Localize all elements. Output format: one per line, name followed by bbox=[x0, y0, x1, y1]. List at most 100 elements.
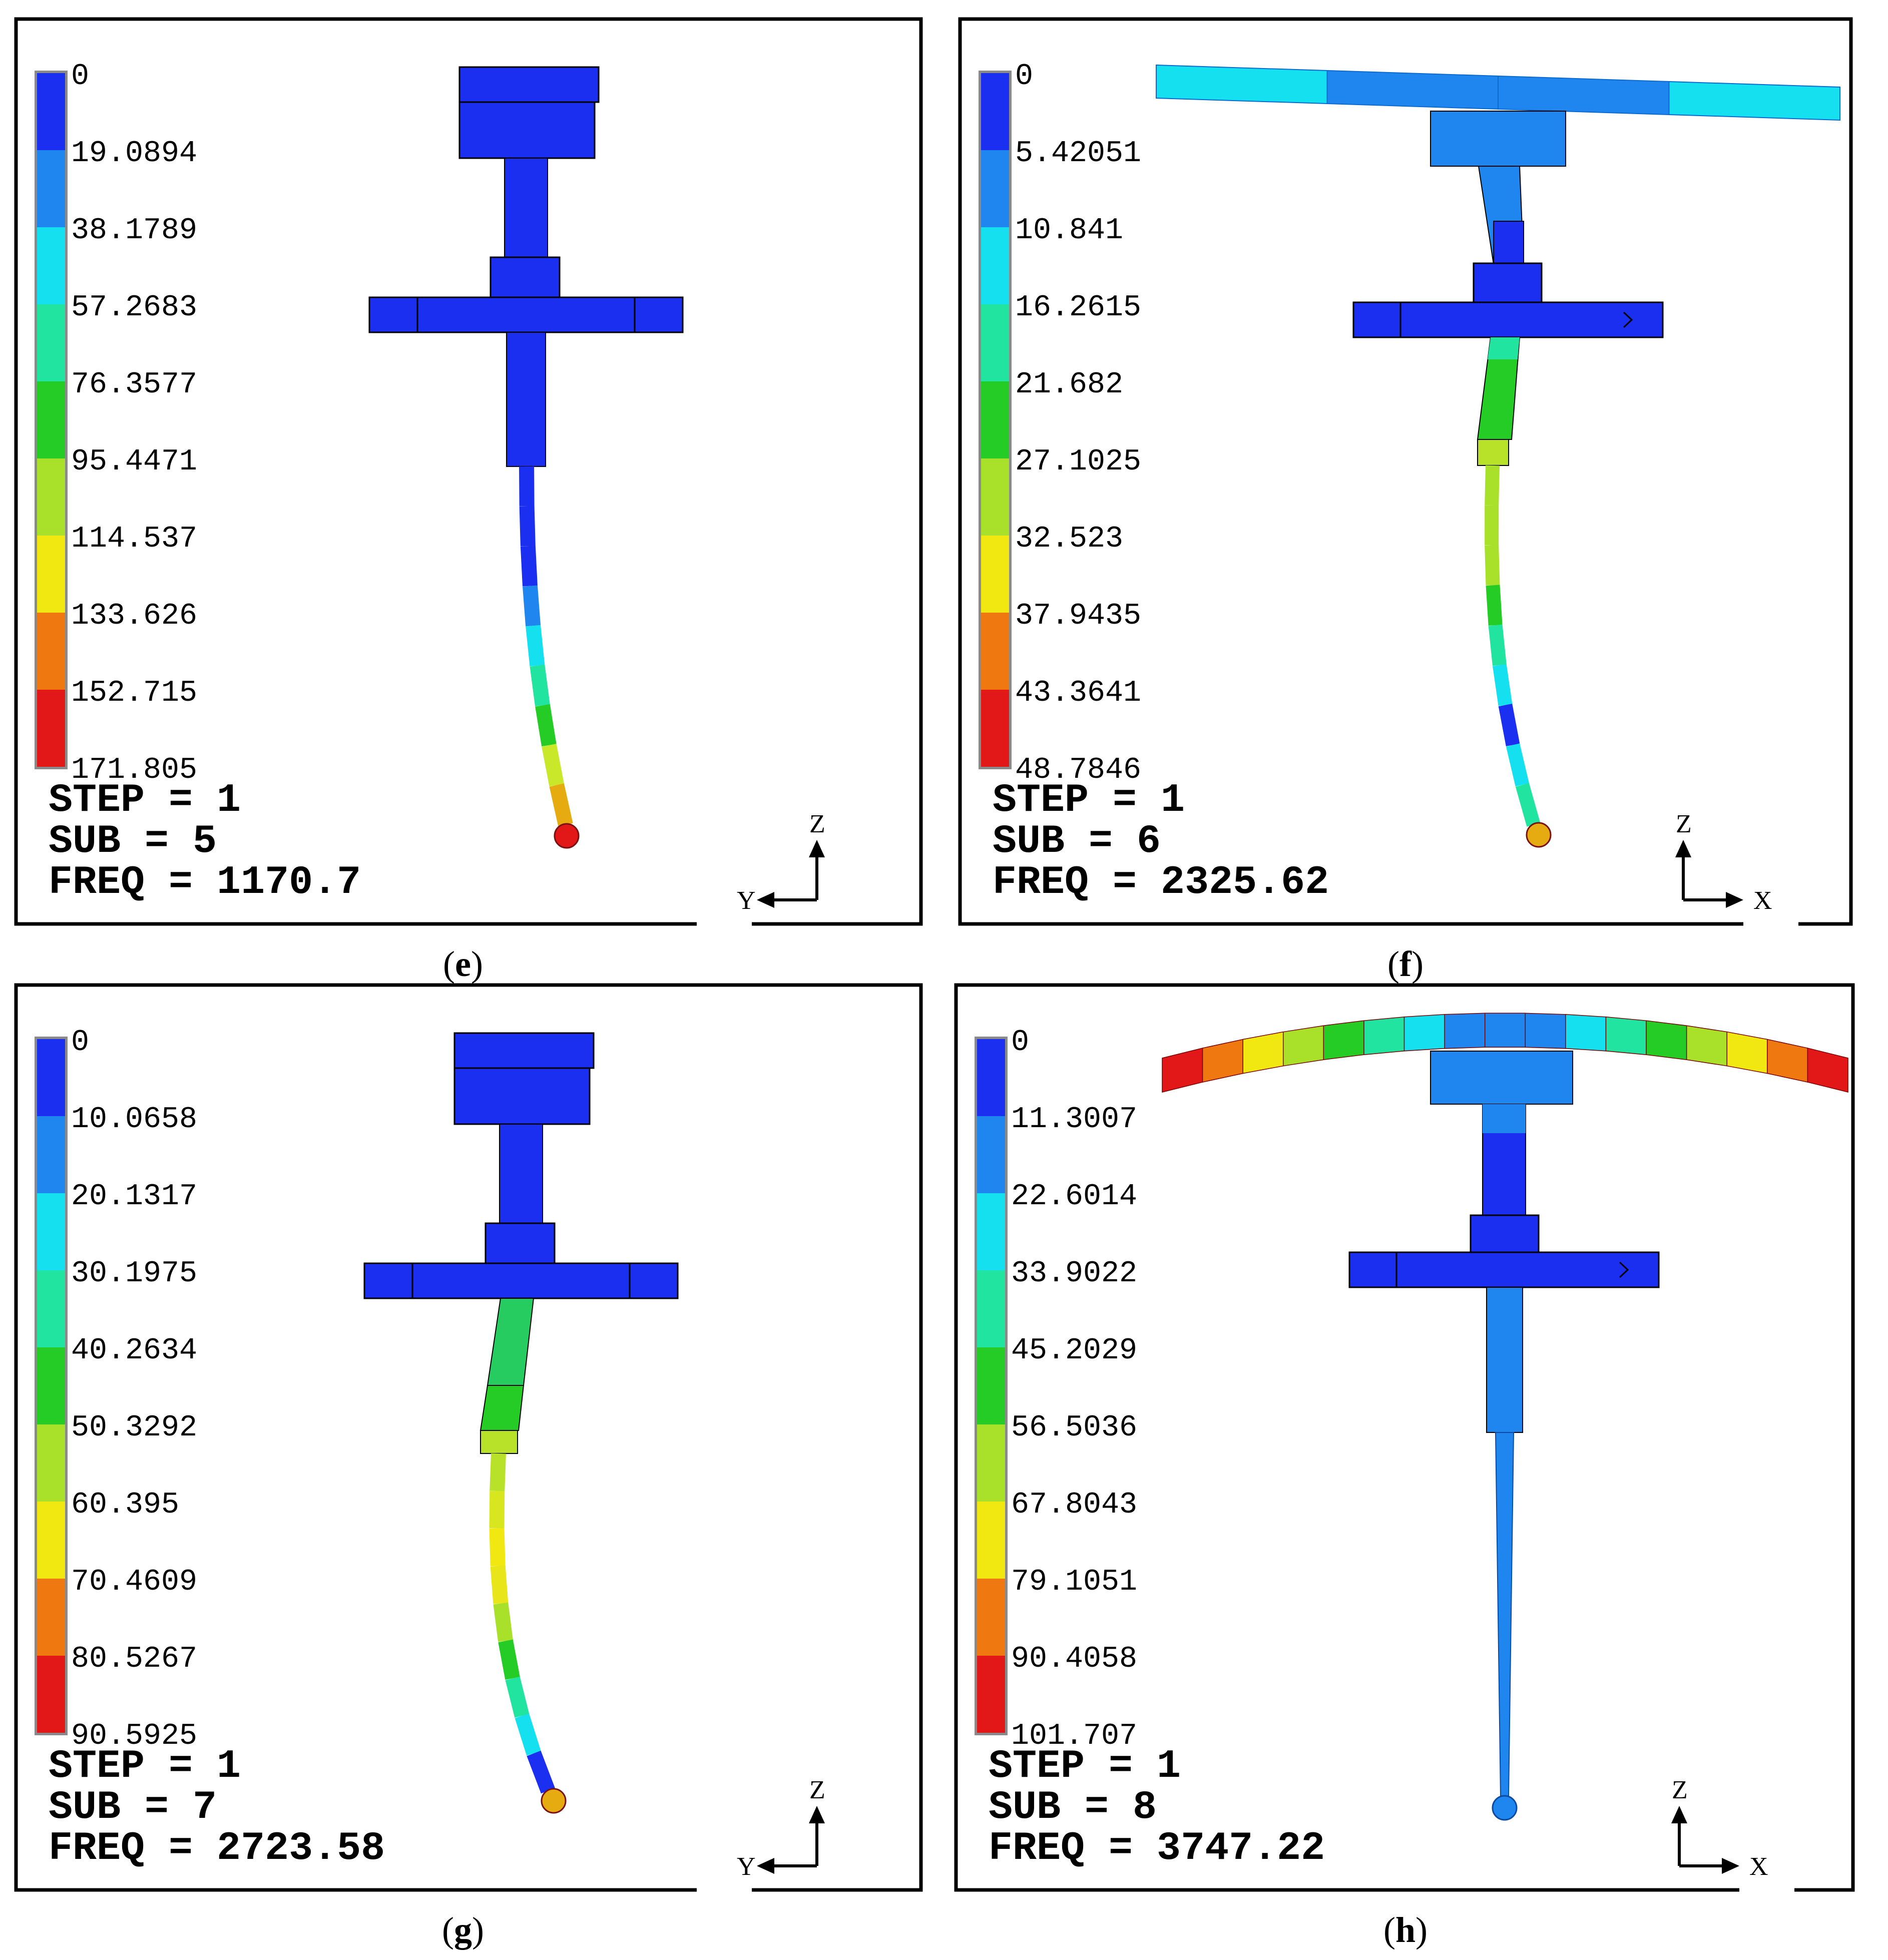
top-bar-segment bbox=[1668, 81, 1840, 121]
step-label: STEP = 1 bbox=[49, 778, 241, 823]
freq-label: FREQ = 1170.7 bbox=[49, 860, 361, 905]
legend-value: 90.4058 bbox=[1011, 1642, 1137, 1676]
panel-g: 0 10.0658 20.1317 30.1975 40.2634 50.3292 60.3… bbox=[14, 983, 923, 1950]
contour-legend: 0 11.3007 22.6014 33.9022 45.2029 56.5036 67.8… bbox=[975, 1026, 1137, 1753]
legend-value: 5.42051 bbox=[1015, 137, 1141, 171]
legend-value: 57.2683 bbox=[71, 291, 197, 325]
top-bar-segment bbox=[1498, 75, 1670, 116]
legend-swatch bbox=[981, 304, 1009, 381]
legend-value: 114.537 bbox=[71, 522, 197, 556]
legend-swatch bbox=[977, 1579, 1005, 1656]
lower-shaft bbox=[1486, 1287, 1523, 1433]
legend-swatch bbox=[977, 1116, 1005, 1193]
axis-label-horizontal: X bbox=[1753, 886, 1772, 915]
legend-swatch bbox=[37, 227, 65, 304]
top-bar-segment bbox=[1807, 1048, 1848, 1093]
legend-value: 40.2634 bbox=[71, 1334, 197, 1368]
legend-value: 70.4609 bbox=[71, 1565, 197, 1599]
panel-caption: (e) bbox=[443, 944, 483, 984]
stylus-segment bbox=[490, 1565, 509, 1604]
top-bar-segment bbox=[1565, 1014, 1607, 1052]
stylus-segment bbox=[490, 1453, 506, 1492]
legend-swatch bbox=[981, 458, 1009, 536]
panel-frame bbox=[14, 17, 923, 926]
legend-value: 20.1317 bbox=[71, 1180, 197, 1214]
legend-value: 30.1975 bbox=[71, 1257, 197, 1291]
legend-value: 10.841 bbox=[1015, 214, 1123, 248]
stylus-segment bbox=[1498, 704, 1520, 747]
stylus-segment bbox=[1486, 585, 1503, 626]
stylus-segment bbox=[1493, 664, 1513, 706]
legend-value: 48.7846 bbox=[1015, 753, 1141, 787]
axis-triad: ZX bbox=[1675, 810, 1798, 927]
axis-label-vertical: Z bbox=[809, 810, 825, 838]
legend-value: 37.9435 bbox=[1015, 599, 1141, 633]
stylus-segment bbox=[493, 1602, 513, 1642]
stylus-segment bbox=[505, 1676, 530, 1718]
legend-swatch bbox=[37, 613, 65, 690]
legend-swatch bbox=[981, 690, 1009, 767]
probe-head-body bbox=[458, 101, 596, 159]
axis-label-vertical: Z bbox=[1676, 810, 1692, 838]
probe-model bbox=[363, 1032, 679, 1814]
flange-bar bbox=[1352, 301, 1664, 338]
legend-value: 101.707 bbox=[1011, 1719, 1137, 1753]
stylus-segment bbox=[1485, 465, 1500, 506]
legend-swatch bbox=[977, 1502, 1005, 1579]
top-bar-segment bbox=[1156, 64, 1328, 105]
legend-swatch bbox=[37, 73, 65, 150]
legend-value: 50.3292 bbox=[71, 1411, 197, 1445]
legend-swatch bbox=[977, 1347, 1005, 1424]
legend-value: 0 bbox=[1015, 60, 1033, 94]
legend-swatch bbox=[37, 690, 65, 767]
stylus-segment bbox=[542, 744, 564, 787]
legend-value: 11.3007 bbox=[1011, 1103, 1137, 1137]
top-bar-segment bbox=[1726, 1031, 1768, 1074]
sub-label: SUB = 8 bbox=[989, 1785, 1157, 1830]
stylus-segment bbox=[515, 1713, 541, 1756]
axis-triad: ZY bbox=[697, 1776, 825, 1893]
legend-value: 60.395 bbox=[71, 1488, 179, 1522]
legend-swatch bbox=[37, 1270, 65, 1347]
legend-value: 27.1025 bbox=[1015, 445, 1141, 479]
legend-value: 32.523 bbox=[1015, 522, 1123, 556]
stylus-segment bbox=[530, 664, 550, 707]
legend-swatch bbox=[37, 536, 65, 613]
legend-value: 90.5925 bbox=[71, 1719, 197, 1753]
legend-swatch bbox=[37, 1347, 65, 1424]
stylus-tip-ball bbox=[541, 1788, 567, 1814]
flange-hub bbox=[485, 1222, 556, 1264]
contour-legend: 0 5.42051 10.841 16.2615 21.682 27.1025 32.523… bbox=[979, 60, 1141, 787]
legend-value: 21.682 bbox=[1015, 368, 1123, 402]
legend-value: 43.3641 bbox=[1015, 676, 1141, 710]
panel-caption: (g) bbox=[442, 1910, 484, 1950]
axis-triad: ZY bbox=[697, 810, 825, 927]
legend-value: 133.626 bbox=[71, 599, 197, 633]
stylus-segment bbox=[498, 1639, 520, 1680]
stylus-segment bbox=[523, 585, 541, 627]
flange-bar bbox=[368, 296, 684, 333]
legend-value: 16.2615 bbox=[1015, 291, 1141, 325]
top-bar-segment bbox=[1605, 1016, 1647, 1056]
probe-model bbox=[368, 66, 684, 849]
step-label: STEP = 1 bbox=[989, 1744, 1181, 1789]
freq-label: FREQ = 2723.58 bbox=[49, 1826, 385, 1871]
top-bar-segment bbox=[1646, 1020, 1687, 1061]
legend-swatch bbox=[37, 1116, 65, 1193]
caption-letter: g bbox=[454, 1910, 472, 1950]
legend-swatch bbox=[37, 1193, 65, 1270]
legend-value: 0 bbox=[71, 60, 89, 94]
legend-swatch bbox=[37, 458, 65, 536]
stylus-tip-ball bbox=[1492, 1795, 1518, 1821]
flange-hub bbox=[1473, 262, 1543, 304]
legend-value: 19.0894 bbox=[71, 137, 197, 171]
flange-hub bbox=[1470, 1214, 1540, 1255]
stylus-segment bbox=[489, 1491, 505, 1529]
panel-frame bbox=[958, 17, 1853, 926]
step-label: STEP = 1 bbox=[993, 778, 1185, 823]
contour-legend: 0 10.0658 20.1317 30.1975 40.2634 50.3292 60.3… bbox=[35, 1026, 197, 1753]
legend-swatch bbox=[981, 381, 1009, 458]
legend-value: 56.5036 bbox=[1011, 1411, 1137, 1445]
upper-shaft bbox=[499, 1124, 543, 1228]
